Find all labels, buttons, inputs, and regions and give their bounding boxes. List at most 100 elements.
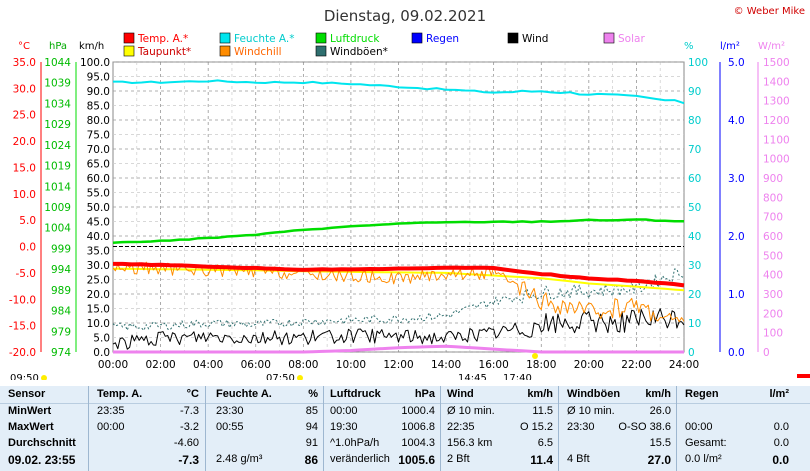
stats-cell-value: 85 bbox=[305, 405, 318, 417]
axis-tick-solar: 1400 bbox=[763, 76, 790, 88]
axis-tick-temp: 20.0 bbox=[13, 136, 36, 148]
axis-tick-wind: 15.0 bbox=[87, 304, 110, 316]
weather-chart: Dienstag, 09.02.2021 © Weber Mike Temp. A.… bbox=[9, 6, 810, 380]
stats-cell-label: 4 Bft bbox=[567, 453, 590, 465]
axis-tick-wind: 25.0 bbox=[87, 275, 110, 287]
stats-cell-label: 0.0 l/m² bbox=[685, 453, 722, 465]
axis-tick-pressure: 974 bbox=[51, 347, 71, 359]
axis-tick-solar: 1100 bbox=[763, 134, 790, 146]
axis-tick-pressure: 1014 bbox=[44, 181, 71, 193]
legend-label: Feuchte A.* bbox=[234, 33, 295, 45]
axis-tick-humidity: 40 bbox=[688, 231, 701, 243]
axis-tick-wind: 75.0 bbox=[87, 130, 110, 142]
chart-title: Dienstag, 09.02.2021 bbox=[324, 7, 486, 25]
stats-cell-label: 00:00 bbox=[97, 421, 125, 433]
stats-cell-label: 00:00 bbox=[330, 405, 358, 417]
axis-tick-temp: 0.0 bbox=[19, 242, 36, 254]
legend-label: Luftdruck bbox=[330, 33, 380, 45]
x-tick-label: 10:00 bbox=[336, 359, 366, 371]
axis-tick-humidity: 20 bbox=[688, 289, 701, 301]
stats-cell-value: 86 bbox=[304, 453, 318, 467]
legend-label: Windböen* bbox=[330, 46, 388, 58]
axis-tick-humidity: 0 bbox=[688, 347, 695, 359]
axis-tick-humidity: 60 bbox=[688, 173, 701, 185]
axis-tick-wind: 30.0 bbox=[87, 260, 110, 272]
stats-cell-label: 23:30 bbox=[216, 405, 244, 417]
series-line bbox=[113, 261, 685, 288]
legend-label: Regen bbox=[426, 33, 459, 45]
stats-unit: km/h bbox=[645, 388, 671, 400]
stats-unit: °C bbox=[186, 388, 199, 400]
x-tick-label: 14:00 bbox=[431, 359, 461, 371]
axis-tick-pressure: 979 bbox=[51, 326, 71, 338]
stats-unit: l/m² bbox=[769, 388, 789, 400]
axis-tick-pressure: 1029 bbox=[44, 119, 71, 131]
axis-tick-wind: 60.0 bbox=[87, 173, 110, 185]
axis-tick-pressure: 1044 bbox=[44, 57, 71, 69]
axis-tick-solar: 0 bbox=[763, 347, 770, 359]
axis-tick-wind: 95.0 bbox=[87, 72, 110, 84]
axis-tick-solar: 400 bbox=[763, 270, 783, 282]
axis-tick-solar: 500 bbox=[763, 250, 783, 262]
stats-cell-label: 2.48 g/m³ bbox=[216, 453, 263, 465]
axis-tick-pressure: 1034 bbox=[44, 98, 71, 110]
stats-column-hum: Feuchte A.% 23:30 85 00:55 94 91 2.48 g/m³ 86 bbox=[205, 386, 324, 471]
legend-swatch bbox=[219, 45, 231, 57]
stats-cell-value: -7.3 bbox=[180, 405, 199, 417]
axis-tick-solar: 900 bbox=[763, 173, 783, 185]
axis-tick-temp: -15.0 bbox=[9, 321, 36, 333]
stats-cell-label: 23:30 bbox=[567, 421, 595, 433]
axis-tick-solar: 100 bbox=[763, 328, 783, 340]
stats-cell-label: 22:35 bbox=[447, 421, 475, 433]
legend-swatch bbox=[603, 32, 615, 44]
sun-icon bbox=[532, 353, 538, 359]
axis-tick-wind: 10.0 bbox=[87, 318, 110, 330]
axis-tick-pressure: 1039 bbox=[44, 78, 71, 90]
stats-cell-value: O 15.2 bbox=[519, 421, 553, 433]
stats-unit: hPa bbox=[414, 388, 435, 400]
axis-tick-solar: 1000 bbox=[763, 154, 790, 166]
axis-tick-humidity: 10 bbox=[688, 318, 701, 330]
axis-tick-wind: 20.0 bbox=[87, 289, 110, 301]
axis-tick-wind: 65.0 bbox=[87, 159, 110, 171]
stats-cell-value: 0.0 bbox=[773, 421, 789, 433]
axis-tick-pressure: 999 bbox=[51, 243, 71, 255]
stats-cell-label: 2 Bft bbox=[447, 453, 470, 465]
axis-tick-rain: 2.0 bbox=[728, 231, 745, 243]
axis-tick-humidity: 90 bbox=[688, 86, 701, 98]
axis-tick-wind: 85.0 bbox=[87, 101, 110, 113]
legend-label: Windchill bbox=[234, 46, 282, 58]
axis-tick-solar: 700 bbox=[763, 212, 783, 224]
stats-cell-label: 00:00 bbox=[685, 421, 713, 433]
axis-unit-temp: °C bbox=[18, 41, 30, 52]
axis-tick-solar: 600 bbox=[763, 231, 783, 243]
x-tick-label: 20:00 bbox=[574, 359, 604, 371]
axis-tick-wind: 40.0 bbox=[87, 231, 110, 243]
axis-tick-rain: 3.0 bbox=[728, 173, 745, 185]
axis-tick-wind: 90.0 bbox=[87, 86, 110, 98]
axis-tick-wind: 0.0 bbox=[93, 347, 110, 359]
stats-header: Luftdruck bbox=[330, 388, 381, 400]
stats-cell-label: 19:30 bbox=[330, 421, 358, 433]
stats-cell-label: 156.3 km bbox=[447, 437, 493, 449]
axis-tick-solar: 800 bbox=[763, 192, 783, 204]
axis-tick-temp: -20.0 bbox=[9, 347, 36, 359]
scroll-marker bbox=[797, 374, 810, 378]
stats-cell-value: 1000.4 bbox=[401, 405, 435, 417]
axis-unit-wind: km/h bbox=[79, 41, 104, 52]
axis-tick-wind: 55.0 bbox=[87, 188, 110, 200]
stats-header: Feuchte A. bbox=[216, 388, 272, 400]
stats-cell-label: Ø 10 min. bbox=[447, 405, 495, 417]
axis-tick-rain: 4.0 bbox=[728, 115, 745, 127]
stats-cell-value: 0.0 bbox=[773, 437, 789, 449]
axis-tick-solar: 1300 bbox=[763, 96, 790, 108]
stats-cell-value: 27.0 bbox=[647, 453, 671, 467]
x-tick-label: 22:00 bbox=[621, 359, 651, 371]
stats-cell-value: 11.5 bbox=[532, 405, 553, 417]
axis-tick-wind: 35.0 bbox=[87, 246, 110, 258]
stats-unit: km/h bbox=[527, 388, 553, 400]
axis-tick-wind: 50.0 bbox=[87, 202, 110, 214]
legend-label: Wind bbox=[522, 33, 548, 45]
sun-icon bbox=[41, 375, 47, 380]
axis-tick-pressure: 994 bbox=[51, 264, 71, 276]
